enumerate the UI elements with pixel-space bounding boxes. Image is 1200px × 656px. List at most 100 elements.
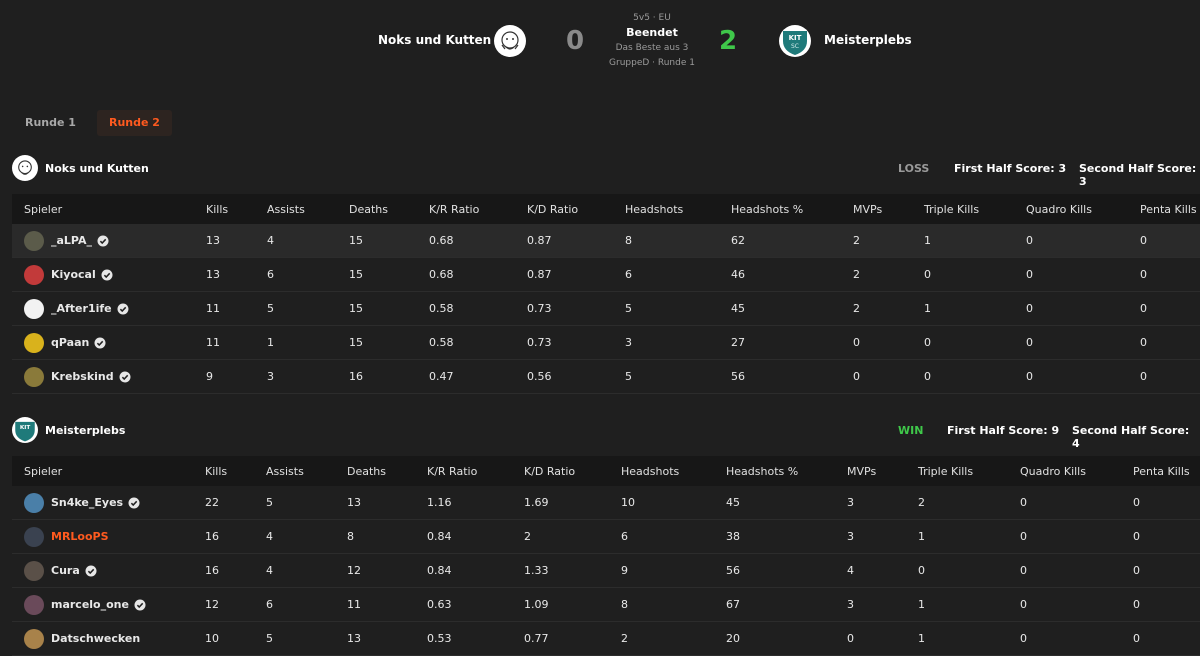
column-header[interactable]: Headshots % — [726, 464, 799, 478]
player-cell[interactable]: Datschwecken — [24, 622, 140, 655]
stat-cell: 45 — [726, 496, 740, 509]
stat-cell: 62 — [731, 234, 745, 247]
team-right-logo-icon[interactable]: KIT SC — [779, 25, 811, 57]
player-name[interactable]: marcelo_one — [51, 598, 129, 611]
table-row[interactable]: marcelo_one 12 6 11 0.63 1.09 8 67 3 1 0 0 — [12, 588, 1200, 622]
player-cell[interactable]: MRLooPS — [24, 520, 109, 553]
column-header[interactable]: MVPs — [853, 202, 883, 216]
player-name[interactable]: _aLPA_ — [51, 234, 92, 247]
stat-cell: 0 — [847, 632, 854, 645]
stat-cell: 0.58 — [429, 302, 454, 315]
table-row[interactable]: Sn4ke_Eyes 22 5 13 1.16 1.69 10 45 3 2 0 0 — [12, 486, 1200, 520]
player-name[interactable]: Cura — [51, 564, 80, 577]
column-header[interactable]: Quadro Kills — [1020, 464, 1086, 478]
column-header[interactable]: Triple Kills — [918, 464, 974, 478]
player-cell[interactable]: Cura — [24, 554, 97, 587]
column-header[interactable]: Deaths — [347, 464, 386, 478]
table-row[interactable]: Datschwecken 10 5 13 0.53 0.77 2 20 0 1 0 0 — [12, 622, 1200, 656]
column-header[interactable]: K/D Ratio — [524, 464, 576, 478]
player-name[interactable]: _After1ife — [51, 302, 112, 315]
avatar[interactable] — [24, 594, 44, 615]
stat-cell: 4 — [266, 564, 273, 577]
column-header[interactable]: Headshots — [625, 202, 684, 216]
stat-cell: 12 — [347, 564, 361, 577]
team-name[interactable]: Meisterplebs — [45, 424, 126, 437]
player-cell[interactable]: qPaan — [24, 326, 106, 359]
table-row[interactable]: _After1ife 11 5 15 0.58 0.73 5 45 2 1 0 0 — [12, 292, 1200, 326]
column-header[interactable]: Headshots % — [731, 202, 804, 216]
stat-cell: 0 — [1026, 302, 1033, 315]
stat-cell: 1.33 — [524, 564, 549, 577]
column-header[interactable]: Kills — [206, 202, 229, 216]
stat-cell: 16 — [205, 530, 219, 543]
verified-badge-icon — [94, 337, 106, 348]
player-cell[interactable]: Sn4ke_Eyes — [24, 486, 140, 519]
player-cell[interactable]: Kiyocal — [24, 258, 113, 291]
column-header[interactable]: Kills — [205, 464, 228, 478]
table-row[interactable]: qPaan 11 1 15 0.58 0.73 3 27 0 0 0 0 — [12, 326, 1200, 360]
column-header[interactable]: Triple Kills — [924, 202, 980, 216]
stat-cell: 0 — [1026, 336, 1033, 349]
tab-round-2[interactable]: Runde 2 — [97, 110, 172, 136]
avatar[interactable] — [24, 230, 44, 251]
team-right-name[interactable]: Meisterplebs — [824, 33, 912, 47]
team-logo-icon — [12, 155, 38, 181]
avatar[interactable] — [24, 332, 44, 353]
player-name[interactable]: MRLooPS — [51, 530, 109, 543]
column-header[interactable]: K/R Ratio — [429, 202, 480, 216]
column-header[interactable]: Penta Kills — [1140, 202, 1197, 216]
column-header[interactable]: Spieler — [24, 202, 63, 216]
player-name[interactable]: Krebskind — [51, 370, 114, 383]
team-name[interactable]: Noks und Kutten — [45, 162, 149, 175]
player-name[interactable]: qPaan — [51, 336, 90, 349]
column-header[interactable]: Spieler — [24, 464, 63, 478]
table-row[interactable]: Kiyocal 13 6 15 0.68 0.87 6 46 2 0 0 0 — [12, 258, 1200, 292]
column-header[interactable]: Deaths — [349, 202, 388, 216]
table-row[interactable]: Cura 16 4 12 0.84 1.33 9 56 4 0 0 0 — [12, 554, 1200, 588]
avatar[interactable] — [24, 264, 44, 285]
stats-table: Spieler Kills Assists Deaths K/R Ratio K/D Ra… — [12, 456, 1200, 656]
team-result: LOSS — [898, 162, 930, 175]
verified-badge-icon — [97, 235, 109, 246]
column-header[interactable]: Assists — [267, 202, 305, 216]
stat-cell: 1 — [918, 530, 925, 543]
avatar[interactable] — [24, 298, 44, 319]
stat-cell: 0 — [1020, 564, 1027, 577]
column-header[interactable]: Penta Kills — [1133, 464, 1190, 478]
stat-cell: 6 — [267, 268, 274, 281]
table-row[interactable]: _aLPA_ 13 4 15 0.68 0.87 8 62 2 1 0 0 — [12, 224, 1200, 258]
avatar[interactable] — [24, 628, 44, 649]
stat-cell: 4 — [266, 530, 273, 543]
player-name[interactable]: Sn4ke_Eyes — [51, 496, 124, 509]
tab-round-1[interactable]: Runde 1 — [25, 116, 76, 129]
column-header[interactable]: Headshots — [621, 464, 680, 478]
team-left-logo-icon[interactable] — [494, 25, 526, 57]
match-group-round: GruppeD · Runde 1 — [609, 58, 695, 68]
avatar[interactable] — [24, 366, 44, 387]
avatar[interactable] — [24, 492, 44, 513]
player-cell[interactable]: marcelo_one — [24, 588, 146, 621]
second-half-score: Second Half Score: 4 — [1072, 424, 1190, 450]
player-cell[interactable]: _After1ife — [24, 292, 129, 325]
player-cell[interactable]: Krebskind — [24, 360, 131, 393]
column-header[interactable]: Quadro Kills — [1026, 202, 1092, 216]
table-header-row: Spieler Kills Assists Deaths K/R Ratio K/D Ra… — [12, 456, 1200, 486]
stat-cell: 2 — [853, 268, 860, 281]
table-row[interactable]: Krebskind 9 3 16 0.47 0.56 5 56 0 0 0 0 — [12, 360, 1200, 394]
column-header[interactable]: MVPs — [847, 464, 877, 478]
table-row[interactable]: MRLooPS 16 4 8 0.84 2 6 38 3 1 0 0 — [12, 520, 1200, 554]
svg-text:KIT: KIT — [20, 425, 31, 431]
player-cell[interactable]: _aLPA_ — [24, 224, 109, 257]
team-left-name[interactable]: Noks und Kutten — [378, 33, 492, 47]
stat-cell: 0.77 — [524, 632, 549, 645]
avatar[interactable] — [24, 526, 44, 547]
column-header[interactable]: Assists — [266, 464, 304, 478]
player-name[interactable]: Datschwecken — [51, 632, 141, 645]
team-logo-icon: KIT — [12, 417, 38, 443]
player-name[interactable]: Kiyocal — [51, 268, 96, 281]
avatar[interactable] — [24, 560, 44, 581]
column-header[interactable]: K/R Ratio — [427, 464, 478, 478]
column-header[interactable]: K/D Ratio — [527, 202, 579, 216]
verified-badge-icon — [117, 303, 129, 314]
stat-cell: 46 — [731, 268, 745, 281]
